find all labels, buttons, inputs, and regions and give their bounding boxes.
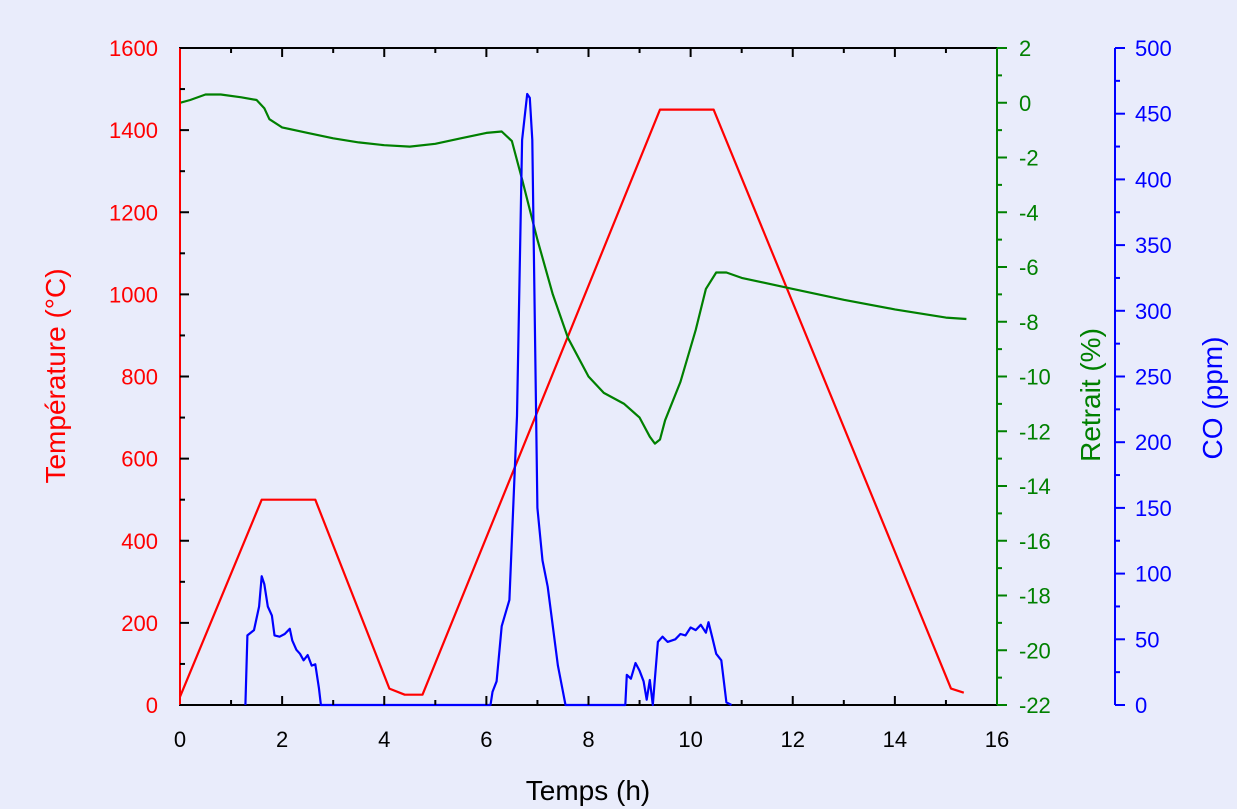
x-tick-label: 4 [378, 727, 390, 752]
temperature-tick-label: 0 [146, 693, 158, 718]
temperature-series [178, 108, 965, 698]
retrait-tick-label: -14 [1019, 474, 1051, 499]
x-tick-label: 0 [174, 727, 186, 752]
temperature-tick-label: 600 [121, 447, 158, 472]
temperature-tick-label: 1200 [109, 200, 158, 225]
co-series [244, 92, 732, 707]
x-tick-label: 10 [678, 727, 702, 752]
retrait-axis-title: Retrait (%) [1075, 328, 1106, 462]
temperature-tick-label: 200 [121, 611, 158, 636]
x-tick-label: 6 [480, 727, 492, 752]
ticks-group: 0 2 4 6 8 10 12 14 16020040060080010001200140016… [109, 36, 1172, 752]
temperature-tick-label: 1600 [109, 36, 158, 61]
retrait-tick-label: -22 [1019, 693, 1051, 718]
retrait-tick-label: -2 [1019, 146, 1039, 171]
temperature-tick-label: 400 [121, 529, 158, 554]
temperature-tick-label: 800 [121, 365, 158, 390]
co-tick-label: 50 [1135, 627, 1159, 652]
retrait-tick-label: 2 [1019, 36, 1031, 61]
x-axis-title: Temps (h) [526, 775, 650, 806]
co-tick-label: 100 [1135, 562, 1172, 587]
series-group [178, 92, 967, 707]
co-tick-label: 500 [1135, 36, 1172, 61]
x-tick-label: 16 [985, 727, 1009, 752]
x-tick-label: 8 [582, 727, 594, 752]
co-tick-label: 200 [1135, 430, 1172, 455]
co-tick-label: 0 [1135, 693, 1147, 718]
retrait-tick-label: -12 [1019, 419, 1051, 444]
temperature-tick-label: 1000 [109, 282, 158, 307]
x-tick-label: 2 [276, 727, 288, 752]
temperature-tick-label: 1400 [109, 118, 158, 143]
co-tick-label: 150 [1135, 496, 1172, 521]
x-tick-label: 14 [883, 727, 907, 752]
co-axis-title: CO (ppm) [1197, 337, 1228, 460]
co-tick-label: 400 [1135, 167, 1172, 192]
x-tick-label: 12 [781, 727, 805, 752]
retrait-tick-label: -16 [1019, 529, 1051, 554]
co-tick-label: 350 [1135, 233, 1172, 258]
retrait-tick-label: -20 [1019, 638, 1051, 663]
retrait-tick-label: -8 [1019, 310, 1039, 335]
co-tick-label: 450 [1135, 102, 1172, 127]
retrait-tick-label: -18 [1019, 584, 1051, 609]
retrait-tick-label: -4 [1019, 200, 1039, 225]
co-tick-label: 300 [1135, 299, 1172, 324]
retrait-tick-label: 0 [1019, 91, 1031, 116]
retrait-series [179, 93, 967, 445]
retrait-tick-label: -10 [1019, 365, 1051, 390]
retrait-tick-label: -6 [1019, 255, 1039, 280]
co-tick-label: 250 [1135, 365, 1172, 390]
temperature-axis-title: Température (°C) [40, 268, 71, 483]
